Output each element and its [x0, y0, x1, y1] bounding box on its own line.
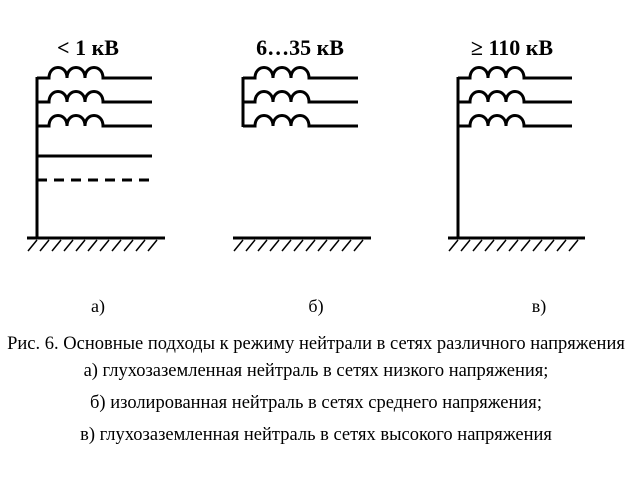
diagram-label: а)	[91, 296, 105, 317]
ground-hatch	[281, 239, 292, 252]
ground-hatch	[293, 239, 304, 252]
ground-hatch	[39, 239, 50, 252]
ground-hatch	[135, 239, 146, 252]
ground-hatch	[448, 239, 459, 252]
ground-hatch	[520, 239, 531, 252]
ground-hatch	[317, 239, 328, 252]
caption: Рис. 6. Основные подходы к режиму нейтра…	[6, 334, 626, 451]
winding	[37, 90, 152, 104]
diagram-title: 6…35 кВ	[256, 35, 344, 60]
ground-hatch	[556, 239, 567, 252]
winding	[458, 90, 572, 104]
diagram-label: в)	[532, 296, 547, 317]
ground-hatch	[233, 239, 244, 252]
winding	[243, 114, 358, 128]
caption-item: б) изолированная нейтраль в сетях средне…	[90, 393, 542, 413]
ground-hatch	[329, 239, 340, 252]
caption-title: Рис. 6. Основные подходы к режиму нейтра…	[7, 334, 625, 354]
ground-hatch	[496, 239, 507, 252]
diagram-title: < 1 кВ	[57, 35, 119, 60]
ground-hatch	[305, 239, 316, 252]
caption-item: в) глухозаземленная нейтраль в сетях выс…	[80, 425, 552, 445]
diagram-area: < 1 кВ 6…35 кВ ≥ 110 кВ а) б) в)	[27, 35, 585, 317]
ground-hatch	[51, 239, 62, 252]
ground-hatch	[147, 239, 158, 252]
ground-hatch	[245, 239, 256, 252]
ground-hatch	[472, 239, 483, 252]
ground-hatch	[508, 239, 519, 252]
ground-hatch	[87, 239, 98, 252]
winding	[37, 66, 152, 80]
ground-hatch	[532, 239, 543, 252]
ground-hatch	[460, 239, 471, 252]
winding	[243, 66, 358, 80]
ground-hatch	[75, 239, 86, 252]
ground-hatch	[484, 239, 495, 252]
winding	[458, 66, 572, 80]
winding	[243, 90, 358, 104]
diagram-title: ≥ 110 кВ	[471, 35, 554, 60]
ground-hatch	[99, 239, 110, 252]
winding	[458, 114, 572, 128]
ground-hatch	[544, 239, 555, 252]
ground-hatch	[123, 239, 134, 252]
ground-hatch	[257, 239, 268, 252]
winding	[37, 114, 152, 128]
ground-hatch	[27, 239, 38, 252]
ground-hatch	[111, 239, 122, 252]
ground-hatch	[353, 239, 364, 252]
ground-hatch	[568, 239, 579, 252]
ground-hatch	[341, 239, 352, 252]
diagram-label: б)	[308, 296, 323, 317]
ground-hatch	[269, 239, 280, 252]
caption-item: а) глухозаземленная нейтраль в сетях низ…	[83, 361, 549, 381]
ground-hatch	[63, 239, 74, 252]
